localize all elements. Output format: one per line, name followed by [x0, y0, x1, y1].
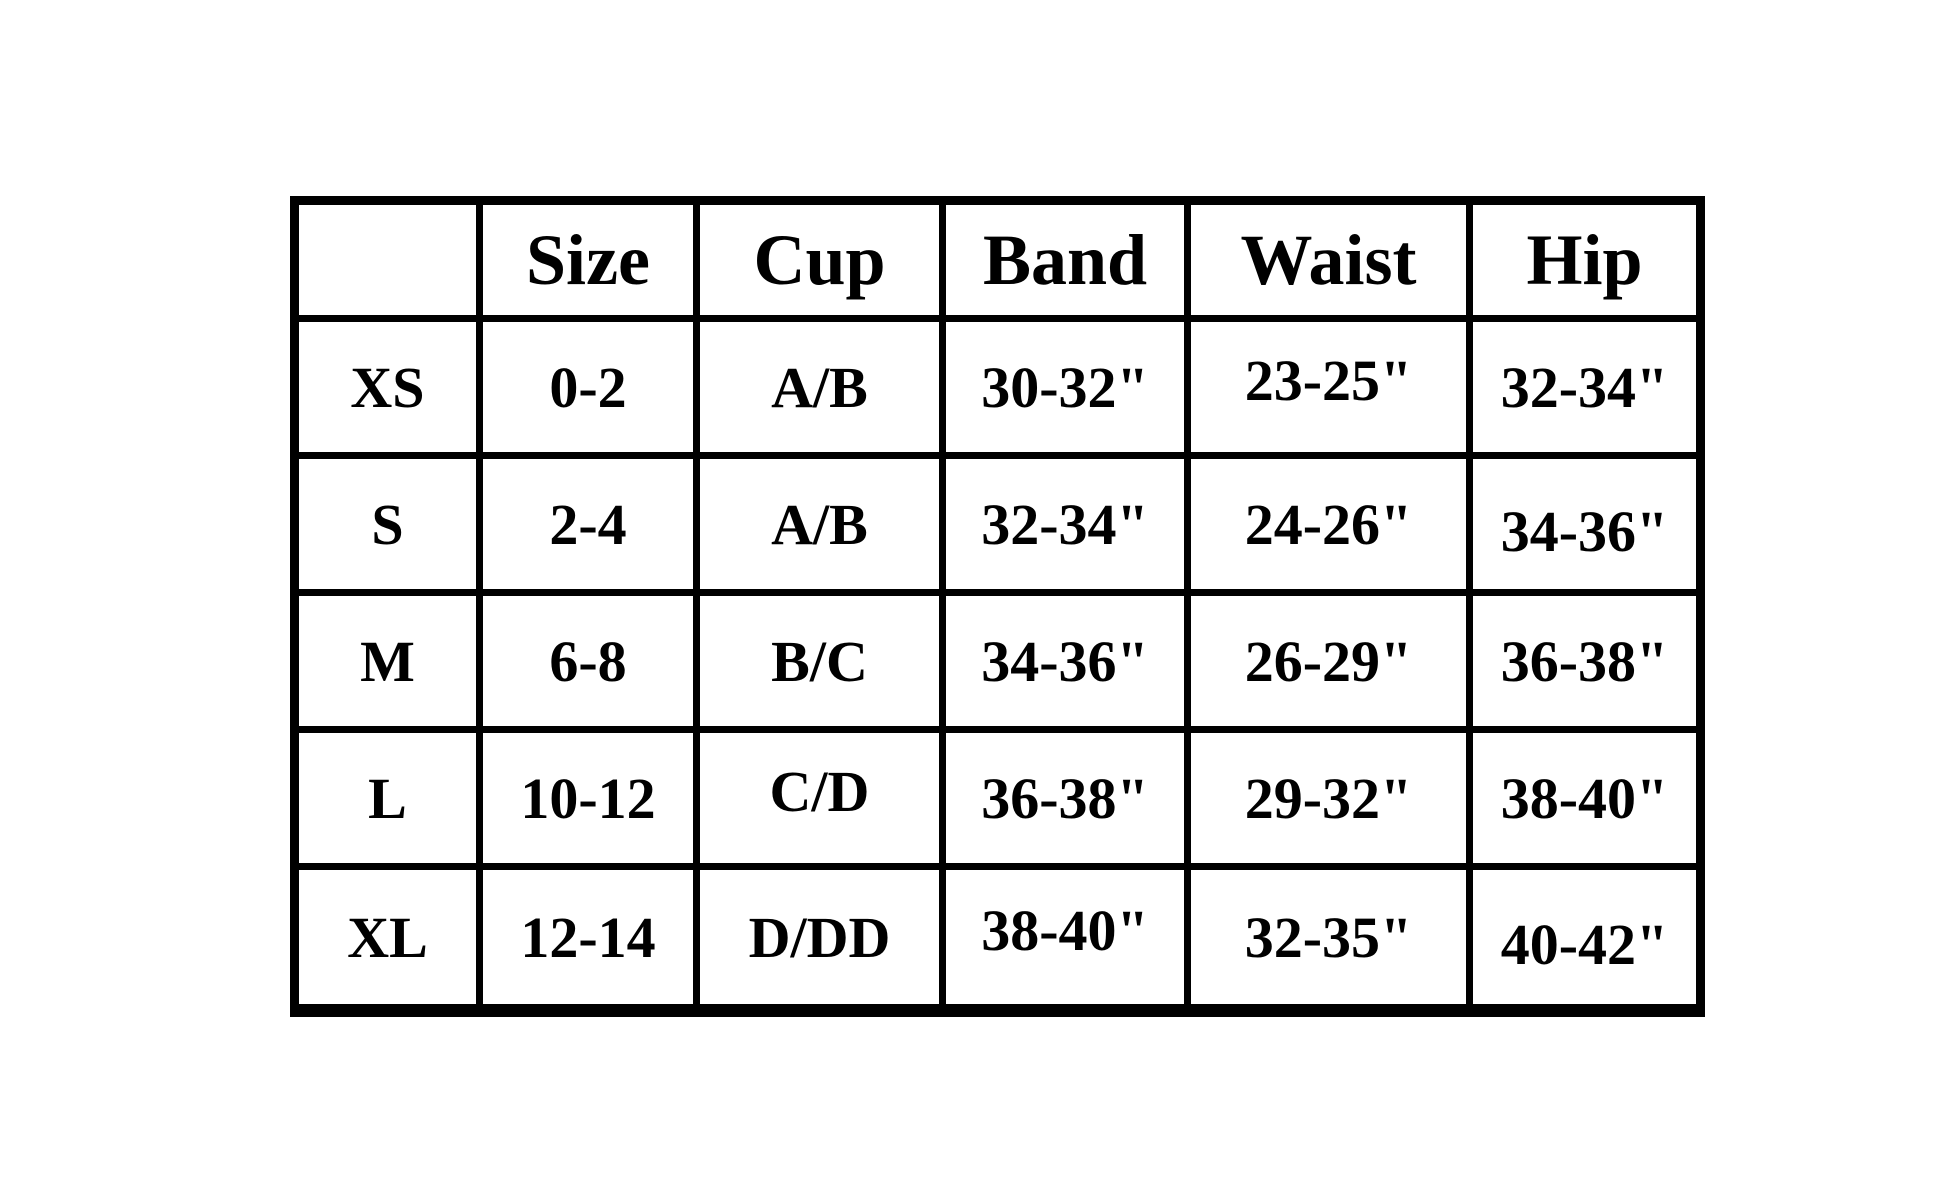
cell-m-band: 34-36" — [939, 589, 1191, 733]
cell-l-waist: 29-32" — [1184, 726, 1473, 870]
cell-s-cup: A/B — [693, 452, 946, 596]
cell-m-cup: B/C — [693, 589, 946, 733]
cell-xs-cup: A/B — [693, 315, 946, 459]
cell-xs-hip: 32-34" — [1466, 315, 1704, 459]
cell-m-size: 6-8 — [476, 589, 700, 733]
table-row-m: M 6-8 B/C 34-36" 26-29" 36-38" — [291, 589, 1704, 733]
table-row-s: S 2-4 A/B 32-34" 24-26" 34-36" — [291, 452, 1704, 596]
row-label-xl: XL — [291, 863, 483, 1014]
cell-xl-hip: 40-42" — [1466, 863, 1704, 1014]
header-cell-cup: Cup — [693, 197, 946, 322]
cell-s-hip: 34-36" — [1466, 452, 1704, 596]
row-label-m: M — [291, 589, 483, 733]
cell-s-band: 32-34" — [939, 452, 1191, 596]
cell-l-band: 36-38" — [939, 726, 1191, 870]
row-label-xs: XS — [291, 315, 483, 459]
header-cell-waist: Waist — [1184, 197, 1473, 322]
cell-xl-waist: 32-35" — [1184, 863, 1473, 1014]
row-label-l: L — [291, 726, 483, 870]
cell-xl-cup: D/DD — [693, 863, 946, 1014]
header-cell-hip: Hip — [1466, 197, 1704, 322]
header-cell-band: Band — [939, 197, 1191, 322]
cell-s-waist: 24-26" — [1184, 452, 1473, 596]
header-cell-blank — [291, 197, 483, 322]
table-row-l: L 10-12 C/D 36-38" 29-32" 38-40" — [291, 726, 1704, 870]
cell-xl-size: 12-14 — [476, 863, 700, 1014]
cell-xs-band: 30-32" — [939, 315, 1191, 459]
cell-l-cup: C/D — [693, 726, 946, 870]
header-row: Size Cup Band Waist Hip — [291, 197, 1704, 322]
table-row-xl: XL 12-14 D/DD 38-40" 32-35" 40-42" — [291, 863, 1704, 1014]
cell-m-hip: 36-38" — [1466, 589, 1704, 733]
cell-m-waist: 26-29" — [1184, 589, 1473, 733]
row-label-s: S — [291, 452, 483, 596]
size-chart-table: Size Cup Band Waist Hip XS 0-2 A/B 30-32… — [290, 196, 1705, 1017]
cell-xs-size: 0-2 — [476, 315, 700, 459]
cell-xl-band: 38-40" — [939, 863, 1191, 1014]
table-row-xs: XS 0-2 A/B 30-32" 23-25" 32-34" — [291, 315, 1704, 459]
cell-xs-waist: 23-25" — [1184, 315, 1473, 459]
cell-l-size: 10-12 — [476, 726, 700, 870]
cell-s-size: 2-4 — [476, 452, 700, 596]
cell-l-hip: 38-40" — [1466, 726, 1704, 870]
header-cell-size: Size — [476, 197, 700, 322]
